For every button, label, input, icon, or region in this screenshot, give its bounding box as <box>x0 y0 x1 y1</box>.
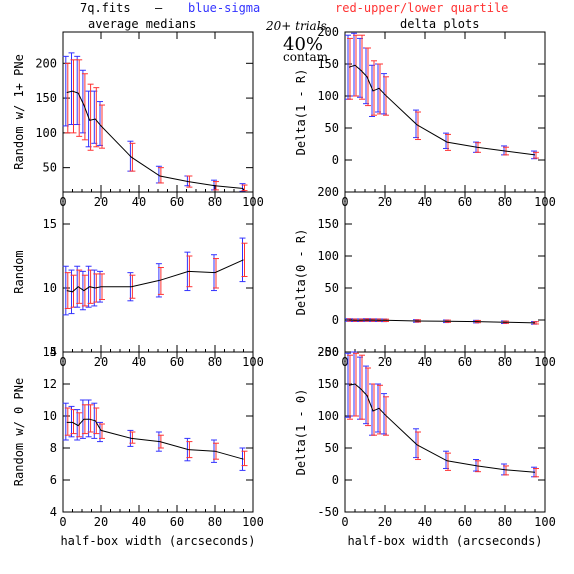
panel-1-xtick-label: 40 <box>132 195 146 209</box>
panel-6-xtick-label: 20 <box>378 515 392 529</box>
panel-2-ytick-label: 100 <box>317 89 339 103</box>
panel-1-ytick-label: 200 <box>35 56 57 70</box>
panel-5-ytick-label: 8 <box>50 441 57 455</box>
panel-4-xtick-label: 80 <box>498 355 512 369</box>
panel-6-xtick-label: 60 <box>458 515 472 529</box>
panel-5-ytick-label: 14 <box>43 345 57 359</box>
panel-6-xtick-label: 100 <box>534 515 556 529</box>
panel-1-median-line <box>66 90 244 189</box>
panel-1-xtick-label: 20 <box>94 195 108 209</box>
panel-3-median-line <box>66 259 244 293</box>
panel-2-ylabel: Delta(1 - R) <box>294 69 308 156</box>
panel-5-xtick-label: 80 <box>208 515 222 529</box>
panel-4-median-line <box>348 319 536 324</box>
panel-4-ytick-label: 0 <box>332 313 339 327</box>
dash-label: — <box>155 1 163 15</box>
right-column-title: delta plots <box>400 17 479 31</box>
panel-5-xtick-label: 0 <box>59 515 66 529</box>
panel-4-ylabel: Delta(0 - R) <box>294 229 308 316</box>
panel-5-median-line <box>66 418 244 460</box>
red-quartile-note: red-upper/lower quartile <box>335 1 508 15</box>
panel-4-ytick-label: 150 <box>317 217 339 231</box>
file-label: 7q.fits <box>80 1 131 15</box>
panel-2-ytick-label: 50 <box>325 121 339 135</box>
panel-3-xtick-label: 40 <box>132 355 146 369</box>
panel-6-xtick-label: 0 <box>341 515 348 529</box>
panel-1-ytick-label: 150 <box>35 91 57 105</box>
panel-6-ytick-label: 150 <box>317 377 339 391</box>
panel-1-ylabel: Random w/ 1+ PNe <box>12 54 26 170</box>
panel-5-xlabel: half-box width (arcseconds) <box>60 534 255 548</box>
panel-6-ytick-label: 50 <box>325 441 339 455</box>
panel-6-ylabel: Delta(1 - 0) <box>294 389 308 476</box>
panel-3-ytick-label: 5 <box>50 345 57 359</box>
panel-5-ytick-label: 6 <box>50 473 57 487</box>
panel-3-frame <box>62 191 254 353</box>
panel-6-xtick-label: 80 <box>498 515 512 529</box>
panel-5-ytick-label: 10 <box>43 409 57 423</box>
panel-2-xtick-label: 60 <box>458 195 472 209</box>
panel-5-ytick-label: 12 <box>43 377 57 391</box>
panel-6-ytick-label: -50 <box>317 505 339 519</box>
panel-4-frame <box>344 191 546 353</box>
panel-1-ytick-label: 50 <box>43 161 57 175</box>
panel-6-ytick-label: 0 <box>332 473 339 487</box>
panel-2-ytick-label: 200 <box>317 25 339 39</box>
panel-4-ytick-label: -50 <box>317 345 339 359</box>
panel-2-ytick-label: 150 <box>317 57 339 71</box>
panel-5-ytick-label: 4 <box>50 505 57 519</box>
panel-5-xtick-label: 60 <box>170 515 184 529</box>
blue-sigma-note: blue-sigma <box>188 1 260 15</box>
panel-6-ytick-label: 100 <box>317 409 339 423</box>
panel-1-xtick-label: 80 <box>208 195 222 209</box>
trials-label: 20+ trials <box>265 19 327 33</box>
panel-4-xtick-label: 20 <box>378 355 392 369</box>
panel-4-ytick-label: 50 <box>325 281 339 295</box>
left-column-title: average medians <box>88 17 196 31</box>
panel-2-median-line <box>348 64 536 156</box>
panel-6-xlabel: half-box width (arcseconds) <box>347 534 542 548</box>
panel-2-xtick-label: 20 <box>378 195 392 209</box>
panel-2-xtick-label: 40 <box>418 195 432 209</box>
contam-percent: 40% <box>283 34 323 55</box>
panel-3-xtick-label: 20 <box>94 355 108 369</box>
panel-6-median-line <box>348 383 536 473</box>
panel-2-ytick-label: 0 <box>332 153 339 167</box>
panel-2-xtick-label: 80 <box>498 195 512 209</box>
panel-4-xtick-label: 60 <box>458 355 472 369</box>
panel-5-xtick-label: 20 <box>94 515 108 529</box>
panel-4-xtick-label: 40 <box>418 355 432 369</box>
panel-6-xtick-label: 40 <box>418 515 432 529</box>
contam-label: contam <box>283 50 329 64</box>
panel-3-ytick-label: 15 <box>43 217 57 231</box>
panel-1-ytick-label: 100 <box>35 126 57 140</box>
panel-3-ylabel: Random <box>12 250 26 293</box>
panel-3-xtick-label: 60 <box>170 355 184 369</box>
panel-5-ylabel: Random w/ 0 PNe <box>12 378 26 486</box>
panel-4-ytick-label: 100 <box>317 249 339 263</box>
panel-5-xtick-label: 100 <box>242 515 264 529</box>
panel-3-xtick-label: 80 <box>208 355 222 369</box>
panel-3-ytick-label: 10 <box>43 281 57 295</box>
panel-4-ytick-label: 200 <box>317 185 339 199</box>
panel-1-xtick-label: 60 <box>170 195 184 209</box>
panel-6-ytick-label: 200 <box>317 345 339 359</box>
panel-5-xtick-label: 40 <box>132 515 146 529</box>
